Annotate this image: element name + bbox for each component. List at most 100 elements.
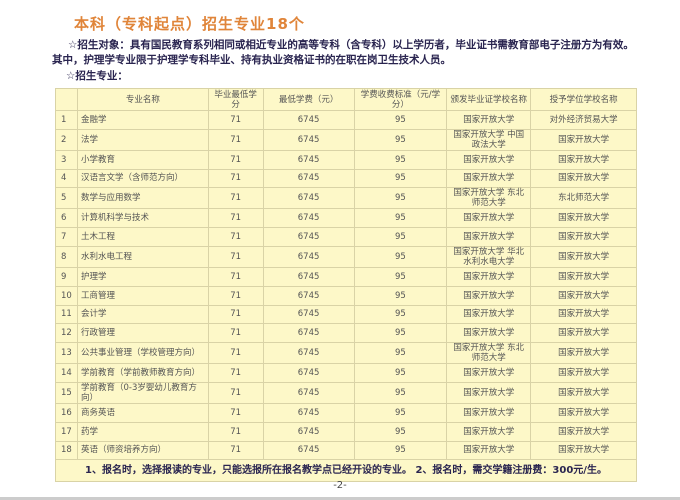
table-cell: 5 [55, 187, 78, 210]
table-cell: 95 [353, 149, 448, 170]
table-cell: 对外经济贸易大学 [530, 110, 637, 130]
table-cell: 6745 [262, 285, 355, 306]
table-cell: 71 [207, 363, 264, 383]
table-cell: 国家开放大学 [530, 402, 637, 423]
table-cell: 1 [55, 110, 78, 130]
table-cell: 95 [353, 227, 448, 247]
table-cell: 6745 [262, 245, 355, 268]
table-cell: 71 [207, 266, 264, 287]
table-cell: 95 [353, 285, 448, 306]
table-cell: 国家开放大学 [446, 323, 532, 344]
column-header: 学费收费标准（元/学分） [353, 88, 448, 111]
table-cell: 6745 [262, 149, 355, 170]
table-cell: 国家开放大学 [446, 168, 532, 189]
table-cell: 国家开放大学 [446, 304, 532, 325]
column-header: 专业名称 [76, 88, 209, 111]
table-cell: 6745 [262, 381, 355, 404]
table-cell: 95 [353, 421, 448, 442]
table-cell: 水利水电工程 [76, 245, 209, 268]
table-cell: 95 [353, 304, 448, 325]
table-row: 14 学前教育（学前教师教育方向） 71 6745 95 国家开放大学 国家开放大学 [55, 363, 637, 383]
table-cell: 土木工程 [76, 227, 209, 247]
table-cell: 药学 [76, 421, 209, 442]
table-cell: 7 [55, 227, 78, 247]
table-cell: 数学与应用数学 [76, 187, 209, 210]
table-cell: 6745 [262, 110, 355, 130]
table-cell: 12 [55, 323, 78, 344]
table-cell: 6745 [262, 363, 355, 383]
table-cell: 71 [207, 323, 264, 344]
table-cell: 71 [207, 208, 264, 229]
table-cell: 国家开放大学 [530, 421, 637, 442]
table-cell: 国家开放大学 [446, 440, 532, 461]
table-row: 11 会计学 71 6745 95 国家开放大学 国家开放大学 [55, 304, 637, 325]
table-row: 16 商务英语 71 6745 95 国家开放大学 国家开放大学 [55, 402, 637, 423]
table-cell: 4 [55, 168, 78, 189]
table-cell: 6745 [262, 342, 355, 365]
table-row: 3 小学教育 71 6745 95 国家开放大学 国家开放大学 [55, 149, 637, 170]
table-cell: 国家开放大学 [446, 381, 532, 404]
table-cell: 95 [353, 342, 448, 365]
table-row: 8 水利水电工程 71 6745 95 国家开放大学 华北水利水电大学 国家开放大学 [55, 245, 637, 268]
table-cell: 13 [55, 342, 78, 365]
table-cell: 71 [207, 402, 264, 423]
table-cell: 法学 [76, 128, 209, 151]
table-cell: 国家开放大学 [446, 208, 532, 229]
table-cell: 国家开放大学 [446, 110, 532, 130]
table-cell: 71 [207, 342, 264, 365]
table-row: 12 行政管理 71 6745 95 国家开放大学 国家开放大学 [55, 323, 637, 344]
table-cell: 95 [353, 323, 448, 344]
table-cell: 71 [207, 440, 264, 461]
majors-table: 专业名称 毕业最低学分 最低学费（元） 学费收费标准（元/学分） 颁发毕业证学校名称 授予… [55, 88, 637, 483]
table-cell: 95 [353, 168, 448, 189]
table-cell: 护理学 [76, 266, 209, 287]
table-cell: 71 [207, 285, 264, 306]
column-header: 毕业最低学分 [207, 88, 264, 111]
table-cell: 71 [207, 168, 264, 189]
table-cell: 71 [207, 110, 264, 130]
table-cell: 会计学 [76, 304, 209, 325]
table-cell: 71 [207, 304, 264, 325]
table-cell: 国家开放大学 [530, 363, 637, 383]
table-row: 1 金融学 71 6745 95 国家开放大学 对外经济贸易大学 [55, 110, 637, 130]
column-header: 颁发毕业证学校名称 [446, 88, 532, 111]
table-cell: 国家开放大学 [530, 168, 637, 189]
table-cell: 国家开放大学 [530, 227, 637, 247]
table-cell: 16 [55, 402, 78, 423]
table-cell: 国家开放大学 东北师范大学 [446, 187, 532, 210]
table-cell: 国家开放大学 华北水利水电大学 [446, 245, 532, 268]
table-cell: 6745 [262, 227, 355, 247]
table-row: 18 英语（师资培养方向） 71 6745 95 国家开放大学 国家开放大学 [55, 440, 637, 461]
table-cell: 6745 [262, 421, 355, 442]
table-cell: 95 [353, 208, 448, 229]
footer-note: 1、报名时，选择报读的专业，只能选报所在报名教学点已经开设的专业。 2、报名时，… [55, 459, 637, 483]
table-cell: 国家开放大学 [530, 323, 637, 344]
table-cell: 71 [207, 187, 264, 210]
table-cell: 11 [55, 304, 78, 325]
column-header [55, 88, 78, 111]
table-cell: 学前教育（学前教师教育方向） [76, 363, 209, 383]
table-row: 4 汉语言文学（含师范方向） 71 6745 95 国家开放大学 国家开放大学 [55, 168, 637, 189]
table-cell: 东北师范大学 [530, 187, 637, 210]
table-cell: 学前教育（0-3岁婴幼儿教育方向） [76, 381, 209, 404]
table-cell: 计算机科学与技术 [76, 208, 209, 229]
table-cell: 国家开放大学 中国政法大学 [446, 128, 532, 151]
table-row: 13 公共事业管理（学校管理方向） 71 6745 95 国家开放大学 东北师范大学 国家开… [55, 342, 637, 365]
table-cell: 公共事业管理（学校管理方向） [76, 342, 209, 365]
table-row: 7 土木工程 71 6745 95 国家开放大学 国家开放大学 [55, 227, 637, 247]
table-cell: 国家开放大学 东北师范大学 [446, 342, 532, 365]
table-cell: 95 [353, 440, 448, 461]
table-cell: 国家开放大学 [530, 149, 637, 170]
table-cell: 71 [207, 149, 264, 170]
table-cell: 71 [207, 128, 264, 151]
page-number: -2- [333, 480, 347, 491]
table-cell: 95 [353, 363, 448, 383]
table-cell: 国家开放大学 [530, 208, 637, 229]
table-cell: 小学教育 [76, 149, 209, 170]
table-cell: 6745 [262, 208, 355, 229]
table-cell: 工商管理 [76, 285, 209, 306]
table-footer-note: 1、报名时，选择报读的专业，只能选报所在报名教学点已经开设的专业。 2、报名时，… [55, 459, 637, 483]
table-row: 2 法学 71 6745 95 国家开放大学 中国政法大学 国家开放大学 [55, 128, 637, 151]
table-cell: 6745 [262, 187, 355, 210]
table-cell: 17 [55, 421, 78, 442]
